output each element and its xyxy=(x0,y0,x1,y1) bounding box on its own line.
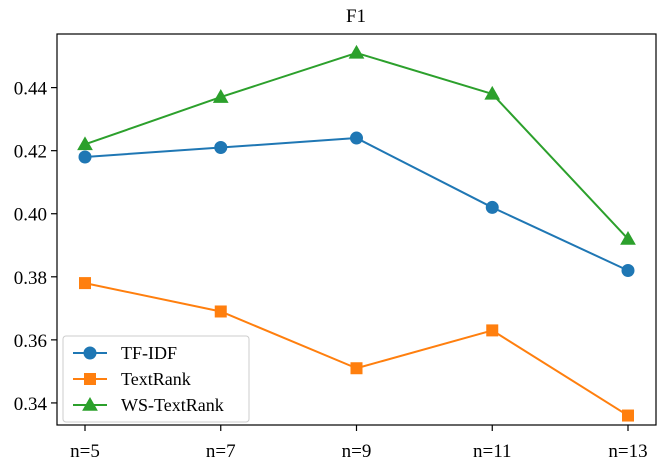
x-tick-label: n=5 xyxy=(70,441,100,462)
x-tick-label: n=13 xyxy=(608,441,647,462)
legend-label: TextRank xyxy=(121,369,191,389)
series-line xyxy=(84,137,629,272)
series-line xyxy=(84,51,629,240)
x-tick-label: n=7 xyxy=(206,441,236,462)
y-tick-label: 0.44 xyxy=(14,79,48,100)
legend-marker xyxy=(82,396,98,411)
x-axis: n=5 n=7 n=9 n=11 n=13 xyxy=(70,425,648,462)
legend-box xyxy=(62,335,250,423)
data-point xyxy=(621,263,635,277)
legend-label: WS-TextRank xyxy=(121,395,224,415)
legend-item: TextRank xyxy=(73,369,191,389)
data-point xyxy=(484,85,501,100)
series-tf-idf xyxy=(78,131,635,277)
legend-marker xyxy=(84,373,96,385)
legend-label: TF-IDF xyxy=(121,343,177,363)
data-point xyxy=(620,230,636,245)
data-point xyxy=(77,136,93,151)
series-layer xyxy=(77,44,636,422)
data-point xyxy=(622,409,634,422)
legend: TF-IDF TextRank WS-TextRank xyxy=(62,335,250,423)
data-point xyxy=(485,200,499,214)
series-ws-textrank xyxy=(77,44,636,245)
data-point xyxy=(214,305,227,318)
data-point xyxy=(350,131,363,145)
series-textrank xyxy=(79,277,634,422)
data-point xyxy=(212,89,229,103)
legend-marker xyxy=(83,346,97,360)
y-tick-label: 0.34 xyxy=(14,394,48,415)
legend-item: TF-IDF xyxy=(73,343,177,363)
x-tick-label: n=9 xyxy=(342,441,372,462)
data-point xyxy=(214,141,228,155)
data-point xyxy=(350,362,363,375)
y-tick-label: 0.40 xyxy=(14,205,47,226)
y-tick-label: 0.36 xyxy=(14,331,47,352)
y-axis: 0.34 0.36 0.38 0.40 0.42 0.44 xyxy=(14,79,57,415)
y-tick-label: 0.42 xyxy=(14,142,47,163)
y-tick-label: 0.38 xyxy=(14,268,47,289)
chart-title: F1 xyxy=(346,6,366,27)
data-point xyxy=(348,44,365,59)
legend-item: WS-TextRank xyxy=(73,395,224,415)
x-tick-label: n=11 xyxy=(473,441,512,462)
data-point xyxy=(79,277,91,290)
data-point xyxy=(486,324,499,337)
data-point xyxy=(78,150,92,164)
